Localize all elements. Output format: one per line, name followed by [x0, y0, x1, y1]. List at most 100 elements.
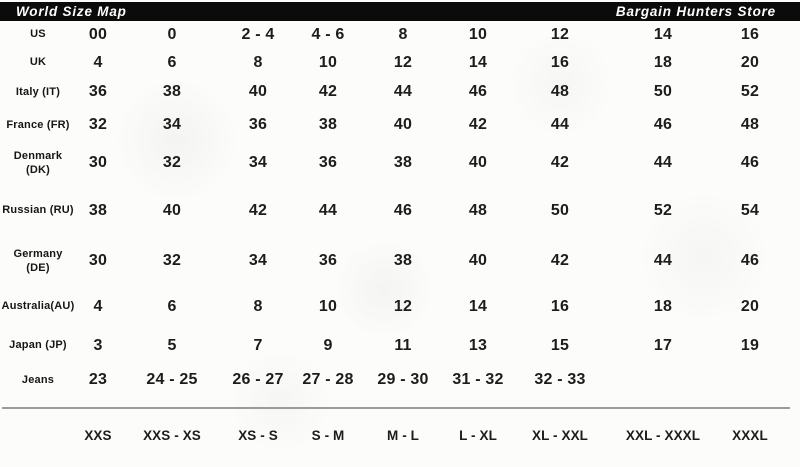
size-cell: 42 [468, 116, 488, 133]
size-cell: 4 - 6 [311, 25, 345, 43]
size-category-cell: XXS [84, 427, 112, 443]
size-cell: 36 [88, 83, 108, 100]
size-category-cell: XL - XXL [531, 427, 589, 443]
size-cell: 48 [740, 116, 760, 133]
size-conversion-table: US 00 0 2 - 4 4 - 6 8 10 12 14 16 UK 4 6… [0, 21, 800, 461]
size-cell: 8 [253, 297, 263, 315]
size-cell: 42 [550, 252, 570, 269]
table-row-uk: UK 4 6 8 10 12 14 16 18 20 [0, 48, 800, 77]
size-category-cell: M - L [387, 427, 419, 443]
table-row-japan: Japan (JP) 3 5 7 9 11 13 15 17 19 [0, 329, 800, 362]
row-label: Italy (IT) [15, 85, 61, 98]
size-cell: 18 [653, 297, 673, 315]
table-row-denmark: Denmark (DK) 30 32 34 36 38 40 42 44 46 [0, 143, 800, 183]
size-cell: 42 [550, 154, 570, 171]
footer-divider [2, 407, 790, 409]
row-label: Australia(AU) [1, 300, 75, 313]
row-label: UK [29, 56, 47, 69]
size-cell: 40 [468, 154, 488, 171]
title-bar: World Size Map Bargain Hunters Store [0, 2, 800, 21]
size-cell: 6 [167, 53, 177, 71]
size-cell: 42 [248, 201, 268, 219]
size-cell: 4 [93, 297, 103, 315]
size-cell: 38 [393, 154, 413, 171]
size-cell: 11 [394, 336, 412, 354]
size-cell: 23 [88, 371, 108, 388]
size-cell: 36 [318, 252, 338, 269]
size-cell: 46 [393, 201, 413, 219]
size-cell: 19 [740, 336, 760, 354]
size-cell: 34 [248, 154, 268, 171]
size-cell: 6 [167, 297, 177, 315]
size-cell: 30 [88, 154, 108, 171]
size-cell: 13 [468, 336, 488, 354]
size-cell: 15 [550, 336, 570, 354]
size-cell: 40 [248, 83, 268, 100]
row-label: France (FR) [6, 118, 70, 131]
size-cell: 34 [162, 116, 182, 133]
size-cell: 44 [653, 154, 673, 171]
size-category-cell: XS - S [238, 427, 278, 443]
size-cell: 44 [393, 83, 413, 100]
size-cell: 0 [167, 25, 177, 43]
size-cell: 16 [740, 25, 760, 43]
size-cell: 40 [468, 252, 488, 269]
size-cell: 2 - 4 [241, 25, 275, 43]
size-cell: 18 [653, 53, 673, 71]
store-title-left: World Size Map [16, 3, 127, 19]
table-row-australia: Australia(AU) 4 6 8 10 12 14 16 18 20 [0, 284, 800, 329]
size-cell: 12 [550, 25, 570, 43]
size-cell: 10 [468, 25, 488, 43]
size-cell: 8 [253, 53, 263, 71]
size-cell: 12 [393, 53, 413, 71]
size-cell: 30 [88, 252, 108, 269]
size-cell: 48 [550, 83, 570, 100]
size-cell: 40 [162, 201, 182, 219]
size-cell: 50 [550, 201, 570, 219]
size-cell: 46 [740, 252, 760, 269]
size-cell: 27 - 28 [302, 371, 354, 388]
size-cell: 50 [653, 83, 673, 100]
size-cell: 10 [318, 53, 338, 71]
size-cell: 31 - 32 [452, 371, 504, 388]
row-label: Denmark (DK) [13, 149, 63, 176]
size-cell: 38 [162, 83, 182, 100]
size-cell: 32 - 33 [534, 371, 586, 388]
row-label: US [30, 28, 46, 41]
table-row-us: US 00 0 2 - 4 4 - 6 8 10 12 14 16 [0, 21, 800, 48]
size-cell: 14 [653, 25, 673, 43]
size-cell: 38 [318, 116, 338, 133]
size-cell: 46 [468, 83, 488, 100]
row-label: Jeans [21, 373, 55, 386]
size-cell: 20 [740, 297, 760, 315]
size-cell: 38 [393, 252, 413, 269]
size-cell: 8 [398, 25, 408, 43]
size-cell: 5 [167, 336, 177, 354]
size-cell: 40 [393, 116, 413, 133]
size-category-cell: XXS - XS [143, 427, 201, 443]
size-cell: 9 [323, 336, 333, 354]
row-label: Japan (JP) [9, 339, 67, 352]
size-cell: 29 - 30 [377, 371, 429, 388]
size-cell: 44 [550, 116, 570, 133]
table-row-russian: Russian (RU) 38 40 42 44 46 48 50 52 54 [0, 183, 800, 238]
size-cell: 32 [88, 116, 108, 133]
size-cell: 42 [318, 83, 338, 100]
size-cell: 3 [93, 336, 103, 354]
size-category-cell: XXL - XXXL [625, 427, 701, 443]
size-cell: 14 [468, 53, 488, 71]
size-category-cell: L - XL [459, 427, 497, 443]
size-category-cell: XXXL [732, 427, 768, 443]
size-cell: 00 [88, 25, 108, 43]
table-row-germany: Germany (DE) 30 32 34 36 38 40 42 44 46 [0, 238, 800, 284]
store-title-right: Bargain Hunters Store [615, 3, 776, 19]
size-cell: 17 [653, 336, 673, 354]
size-cell: 52 [740, 83, 760, 100]
size-cell: 44 [653, 252, 673, 269]
size-cell: 12 [393, 297, 413, 315]
size-cell: 32 [162, 154, 182, 171]
size-cell: 20 [740, 53, 760, 71]
size-cell: 44 [318, 201, 338, 219]
size-cell: 16 [550, 53, 570, 71]
